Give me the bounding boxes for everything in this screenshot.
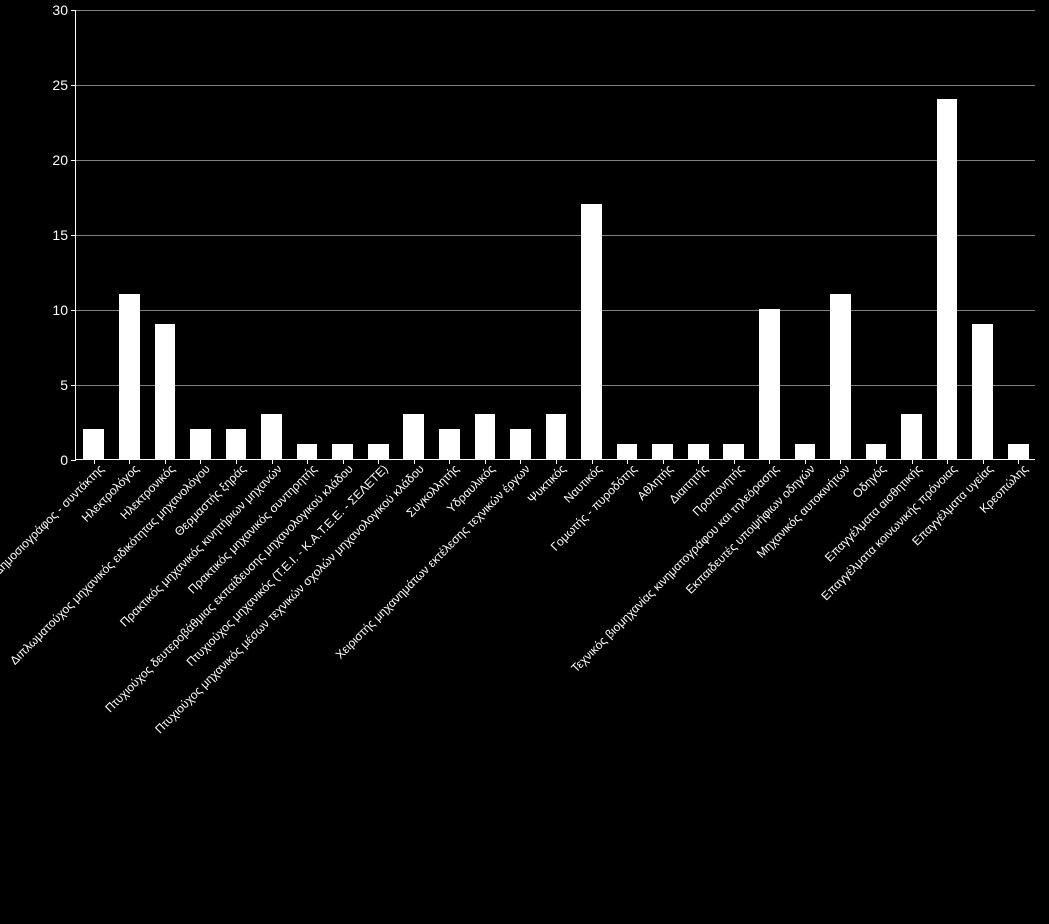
bar (119, 294, 140, 459)
bar (1008, 444, 1029, 459)
x-axis-label: Ψυκτικός (522, 459, 569, 506)
bar (439, 429, 460, 459)
bar (759, 309, 780, 459)
y-tick-label: 15 (52, 227, 76, 243)
bar (510, 429, 531, 459)
bar (901, 414, 922, 459)
bar (723, 444, 744, 459)
grid-line (76, 10, 1035, 11)
y-tick-label: 20 (52, 152, 76, 168)
bar (368, 444, 389, 459)
grid-line (76, 235, 1035, 236)
bar (546, 414, 567, 459)
bar (617, 444, 638, 459)
bar (830, 294, 851, 459)
bar (83, 429, 104, 459)
bar (937, 99, 958, 459)
plot-area: 051015202530Δημοσιογράφος - συντάκτηςΗλε… (75, 10, 1035, 460)
bar (226, 429, 247, 459)
bar (652, 444, 673, 459)
grid-line (76, 85, 1035, 86)
bar (581, 204, 602, 459)
bar (155, 324, 176, 459)
bar (795, 444, 816, 459)
grid-line (76, 310, 1035, 311)
grid-line (76, 385, 1035, 386)
bar (297, 444, 318, 459)
bar (403, 414, 424, 459)
bar (190, 429, 211, 459)
y-tick-label: 30 (52, 2, 76, 18)
bar (261, 414, 282, 459)
y-tick-label: 25 (52, 77, 76, 93)
bar (688, 444, 709, 459)
bar (972, 324, 993, 459)
y-tick-label: 5 (60, 377, 76, 393)
bar (475, 414, 496, 459)
bar (866, 444, 887, 459)
grid-line (76, 160, 1035, 161)
y-tick-label: 10 (52, 302, 76, 318)
y-tick-label: 0 (60, 452, 76, 468)
bar-chart: 051015202530Δημοσιογράφος - συντάκτηςΗλε… (0, 0, 1049, 924)
bar (332, 444, 353, 459)
